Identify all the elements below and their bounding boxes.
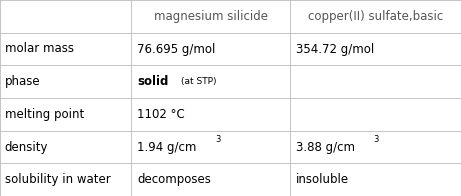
Text: copper(II) sulfate,basic: copper(II) sulfate,basic [308,10,443,23]
Text: 3.88 g/cm: 3.88 g/cm [296,141,355,153]
Text: 354.72 g/mol: 354.72 g/mol [296,43,374,55]
Text: insoluble: insoluble [296,173,349,186]
Text: 1.94 g/cm: 1.94 g/cm [137,141,196,153]
Text: 3: 3 [215,135,220,144]
Text: magnesium silicide: magnesium silicide [154,10,268,23]
Text: decomposes: decomposes [137,173,211,186]
Text: (at STP): (at STP) [181,77,217,86]
Text: phase: phase [5,75,40,88]
Text: melting point: melting point [5,108,84,121]
Text: 1102 °C: 1102 °C [137,108,185,121]
Text: molar mass: molar mass [5,43,74,55]
Text: density: density [5,141,48,153]
Text: solubility in water: solubility in water [5,173,110,186]
Text: 3: 3 [373,135,379,144]
Text: solid: solid [137,75,168,88]
Text: 76.695 g/mol: 76.695 g/mol [137,43,215,55]
